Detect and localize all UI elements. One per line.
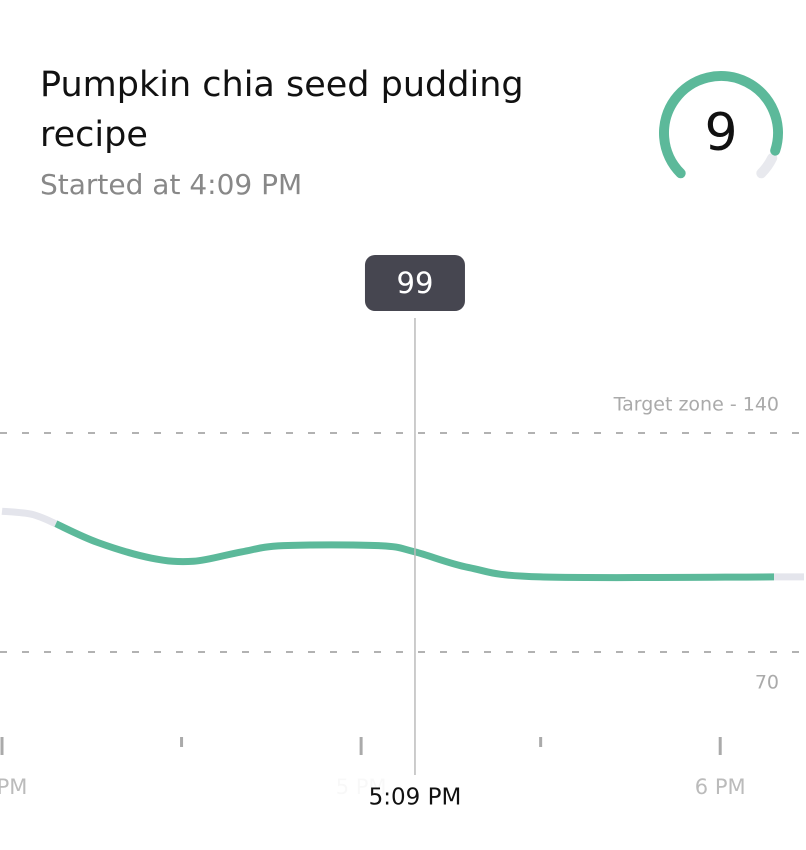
line [54,520,775,582]
tooltip-box [364,255,465,311]
line [1,507,58,527]
title: Pumpkin chia seed pudding recipe [40,65,524,155]
gauge-track [756,152,778,179]
x-tick-label: 4 PM [0,775,27,799]
target-label: Target zone - 140 [613,393,779,415]
x-tick-label: 6 PM [695,775,746,799]
gauge-arc [659,71,783,179]
cursor-label-bg [329,776,500,834]
subtitle: Started at 4:09 PM [40,168,303,201]
lower-label: 70 [755,672,779,694]
cursor-label: 5:09 PM [369,785,462,811]
tooltip-value: 99 [397,266,434,300]
score-value: 9 [704,103,737,163]
